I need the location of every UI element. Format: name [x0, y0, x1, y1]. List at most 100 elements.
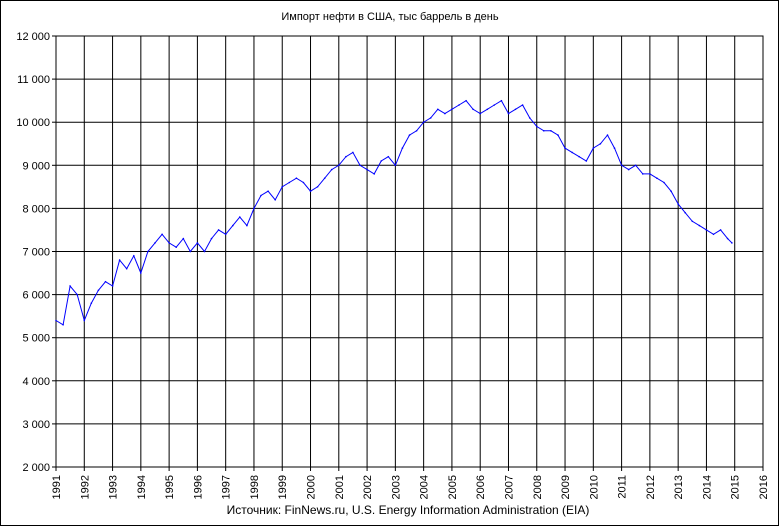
- data-point: [663, 181, 665, 184]
- data-point: [557, 134, 559, 136]
- data-point: [125, 267, 128, 270]
- x-tick-label: 1991: [51, 475, 63, 499]
- data-point: [521, 104, 524, 106]
- data-point: [345, 155, 347, 158]
- x-tick-label: 2008: [532, 475, 544, 499]
- y-tick-label: 4 000: [22, 376, 50, 388]
- data-point: [705, 229, 708, 231]
- data-point: [726, 237, 729, 240]
- data-point: [698, 224, 701, 227]
- x-tick-label: 2007: [503, 475, 515, 499]
- y-tick-label: 11 000: [17, 74, 50, 86]
- data-point: [373, 173, 376, 175]
- x-tick-label: 2003: [390, 475, 402, 499]
- data-point: [168, 242, 170, 244]
- y-tick-label: 9 000: [22, 160, 50, 172]
- data-point: [323, 177, 326, 179]
- data-point: [571, 151, 573, 154]
- data-point: [493, 104, 496, 106]
- data-point: [550, 130, 552, 132]
- data-point: [691, 220, 694, 223]
- y-tick-label: 10 000: [16, 117, 50, 129]
- data-point: [69, 285, 71, 287]
- data-point: [352, 151, 354, 154]
- data-point: [217, 229, 220, 231]
- data-point: [189, 250, 192, 253]
- y-tick-label: 6 000: [22, 290, 50, 302]
- data-point: [295, 177, 298, 179]
- data-point: [620, 164, 623, 167]
- data-point: [719, 229, 722, 231]
- x-tick-label: 2013: [673, 475, 685, 499]
- data-point: [182, 237, 185, 240]
- series-group: [55, 99, 733, 326]
- data-point: [118, 259, 121, 261]
- data-point: [83, 319, 86, 322]
- data-point: [288, 181, 291, 184]
- data-point: [359, 164, 361, 167]
- data-point: [246, 224, 248, 227]
- y-axis-ticks: 2 000 3 000 4 000 5 000 6 000 7 000 8 000 9 000…: [16, 31, 56, 474]
- data-point: [97, 289, 100, 292]
- data-point: [514, 108, 517, 111]
- chart-title: Импорт нефти в США, тыс баррель в день: [281, 11, 498, 23]
- x-tick-label: 1996: [192, 475, 204, 499]
- data-point: [232, 224, 234, 227]
- data-point: [210, 237, 213, 240]
- data-point: [606, 134, 609, 136]
- data-point: [387, 155, 390, 158]
- x-tick-label: 2014: [701, 475, 713, 499]
- x-tick-label: 2000: [306, 475, 318, 499]
- x-tick-label: 2004: [419, 475, 431, 499]
- data-point: [309, 190, 312, 192]
- y-tick-label: 3 000: [22, 419, 50, 431]
- data-point: [260, 194, 262, 197]
- x-tick-label: 1998: [249, 475, 261, 499]
- data-point: [380, 160, 383, 162]
- data-point: [62, 324, 64, 326]
- x-tick-label: 2001: [334, 475, 346, 499]
- data-point: [401, 147, 404, 149]
- data-point: [613, 147, 616, 149]
- data-point: [161, 233, 163, 236]
- x-tick-label: 2002: [362, 475, 374, 499]
- data-point: [154, 242, 156, 244]
- data-point: [465, 99, 467, 102]
- x-tick-label: 1999: [277, 475, 289, 499]
- data-point: [196, 242, 199, 244]
- data-point: [649, 173, 651, 175]
- data-point: [366, 168, 368, 171]
- data-point: [500, 99, 503, 102]
- data-point: [316, 186, 319, 188]
- data-point: [429, 117, 432, 119]
- data-point: [394, 164, 397, 167]
- data-point: [564, 147, 566, 149]
- x-tick-label: 1995: [164, 475, 176, 499]
- y-tick-label: 7 000: [22, 247, 50, 259]
- data-point: [253, 207, 255, 210]
- data-point: [330, 168, 333, 171]
- data-point: [599, 143, 602, 145]
- data-point: [458, 104, 460, 106]
- y-tick-label: 5 000: [22, 333, 50, 345]
- x-tick-label: 1992: [79, 475, 91, 499]
- data-point: [543, 130, 545, 132]
- data-point: [486, 108, 489, 111]
- data-point: [281, 186, 284, 188]
- data-point: [55, 319, 57, 322]
- x-tick-label: 2005: [447, 475, 459, 499]
- data-point: [76, 293, 78, 296]
- data-point: [140, 272, 142, 274]
- data-point: [592, 147, 595, 149]
- data-point: [111, 285, 114, 287]
- data-point: [634, 164, 637, 167]
- x-tick-label: 2010: [588, 475, 600, 499]
- data-point: [104, 280, 107, 283]
- y-tick-label: 2 000: [22, 462, 50, 474]
- data-point: [224, 233, 227, 236]
- data-point: [203, 250, 206, 253]
- data-point: [422, 121, 425, 123]
- x-tick-label: 2006: [475, 475, 487, 499]
